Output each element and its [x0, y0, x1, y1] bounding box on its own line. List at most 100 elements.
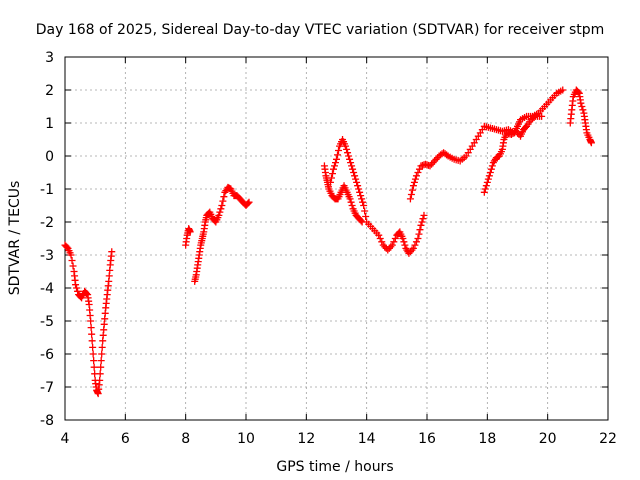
data-point [412, 238, 420, 246]
data-point [72, 281, 80, 289]
data-segment-3 [191, 183, 253, 285]
data-point [245, 198, 253, 206]
data-point [405, 249, 413, 257]
data-point [381, 243, 389, 251]
data-point [330, 162, 338, 170]
data-point [186, 228, 194, 236]
data-point [346, 155, 354, 163]
data-point [328, 170, 336, 178]
data-point [219, 197, 227, 205]
data-point [108, 248, 116, 256]
data-point [530, 114, 538, 121]
data-point [378, 238, 386, 246]
data-point [357, 217, 365, 225]
y-tick-label: -7 [40, 380, 54, 396]
x-tick-label: 10 [237, 431, 255, 447]
data-point [385, 244, 393, 252]
data-point [410, 178, 418, 186]
data-point [88, 337, 96, 345]
data-point [348, 162, 356, 170]
data-point [484, 175, 492, 183]
data-point [354, 182, 362, 190]
data-point [412, 172, 420, 180]
data-point [376, 235, 384, 242]
x-tick-label: 22 [599, 431, 617, 447]
data-point [379, 241, 387, 249]
data-point [406, 195, 414, 203]
y-tick-label: -2 [40, 215, 54, 231]
x-tick-label: 18 [478, 431, 496, 447]
data-point [577, 99, 585, 107]
data-point [83, 290, 91, 297]
data-segment-5 [326, 136, 428, 257]
data-point [329, 165, 337, 173]
data-segment-7 [480, 112, 546, 196]
data-point [409, 244, 417, 252]
plot-frame [64, 56, 609, 421]
chart-title: Day 168 of 2025, Sidereal Day-to-day VTE… [36, 22, 605, 38]
data-point [408, 186, 416, 194]
data-point [483, 178, 491, 186]
y-tick-label: 1 [45, 116, 54, 132]
data-point [89, 350, 97, 358]
data-point [352, 175, 360, 183]
data-point [406, 248, 414, 256]
data-point [217, 205, 225, 213]
y-tick-label: -5 [40, 314, 54, 330]
data-point [408, 246, 416, 254]
data-point [390, 238, 398, 246]
data-point [87, 317, 95, 325]
data-point [326, 178, 334, 186]
data-point [420, 211, 428, 219]
data-point [432, 155, 440, 163]
data-point [391, 235, 399, 242]
y-tick-label: 3 [45, 50, 54, 66]
data-point [559, 86, 567, 94]
data-point [349, 165, 357, 173]
data-point [89, 343, 97, 351]
x-tick-label: 14 [358, 431, 376, 447]
x-tick-label: 8 [181, 431, 190, 447]
data-point [67, 251, 75, 259]
data-point [401, 241, 409, 249]
y-axis-label: SDTVAR / TECUs [7, 181, 23, 296]
data-point [74, 287, 82, 295]
data-point [485, 172, 493, 180]
data-point [387, 243, 395, 251]
y-tick-label: -8 [40, 413, 54, 429]
x-tick-label: 20 [539, 431, 557, 447]
data-point [399, 235, 407, 242]
data-segment-8 [566, 86, 595, 147]
data-point [360, 202, 368, 209]
y-tick-label: -4 [40, 281, 54, 297]
data-point [426, 162, 434, 170]
data-point [97, 363, 105, 371]
y-tick-label: 0 [45, 149, 54, 165]
data-point [487, 165, 495, 173]
data-point [411, 241, 419, 249]
data-point [578, 103, 586, 110]
data-point [355, 185, 363, 193]
y-tick-label: 2 [45, 83, 54, 99]
data-point [343, 145, 351, 153]
data-point [333, 155, 340, 163]
data-point [347, 159, 355, 167]
data-point [215, 211, 223, 219]
data-point [96, 370, 104, 378]
data-point [443, 151, 451, 159]
data-point [481, 185, 489, 193]
y-tick-label: -6 [40, 347, 54, 363]
data-point [90, 363, 98, 371]
y-tick-label: -3 [40, 248, 54, 264]
data-point [220, 193, 228, 201]
x-tick-label: 6 [121, 431, 130, 447]
data-segment-4 [320, 162, 366, 226]
data-point [98, 350, 106, 358]
data-segment-2 [182, 225, 194, 249]
data-point [98, 343, 106, 351]
data-point [480, 188, 488, 196]
y-tick-label: -1 [40, 182, 54, 198]
data-point [579, 106, 587, 114]
